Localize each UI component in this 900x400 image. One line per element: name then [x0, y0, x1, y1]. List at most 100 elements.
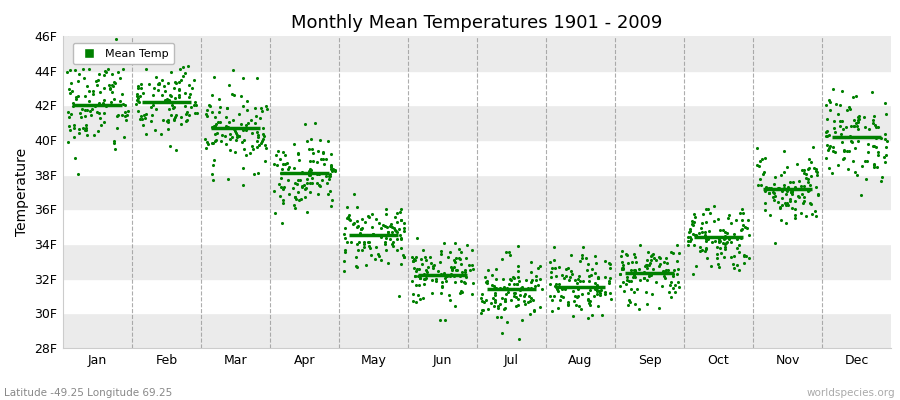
Point	[823, 106, 837, 113]
Point	[809, 166, 824, 172]
Point	[801, 178, 815, 185]
Point	[791, 193, 806, 199]
Point	[300, 138, 314, 144]
Point	[564, 252, 579, 258]
Point	[305, 150, 320, 156]
Point	[615, 266, 629, 272]
Point	[237, 146, 251, 152]
Point	[850, 125, 865, 132]
Point	[227, 92, 241, 98]
Point	[305, 174, 320, 181]
Point	[548, 284, 562, 290]
Point	[698, 238, 713, 244]
Point	[118, 102, 132, 108]
Point	[827, 125, 842, 132]
Point	[291, 177, 305, 183]
Point	[258, 145, 273, 151]
Point	[71, 78, 86, 84]
Point	[322, 172, 337, 179]
Point	[277, 184, 292, 190]
Point	[306, 158, 320, 164]
Point	[121, 108, 135, 114]
Point	[495, 295, 509, 302]
Point	[569, 301, 583, 308]
Point	[131, 83, 146, 90]
Point	[732, 242, 746, 249]
Point	[707, 238, 722, 245]
Point	[64, 80, 78, 86]
Point	[390, 229, 404, 236]
Point	[230, 136, 244, 143]
Point	[808, 167, 823, 174]
Point	[394, 244, 409, 251]
Point	[784, 188, 798, 195]
Point	[65, 88, 79, 94]
Point	[76, 125, 91, 132]
Point	[86, 88, 100, 94]
Point	[670, 279, 685, 285]
Point	[94, 122, 109, 128]
Point	[840, 106, 854, 113]
Point	[561, 265, 575, 272]
Point	[249, 128, 264, 135]
Point	[686, 271, 700, 278]
Point	[208, 131, 222, 138]
Point	[843, 138, 858, 144]
Point	[109, 36, 123, 42]
Point	[281, 166, 295, 172]
Point	[475, 290, 490, 297]
Point	[389, 228, 403, 234]
Point	[516, 285, 530, 292]
Point	[211, 119, 225, 125]
Point	[466, 266, 481, 272]
Point	[422, 254, 436, 260]
Point	[529, 277, 544, 283]
Point	[696, 211, 710, 218]
Point	[521, 284, 535, 291]
Point	[323, 163, 338, 170]
Point	[239, 107, 254, 113]
Point	[116, 66, 130, 72]
Point	[589, 260, 603, 266]
Point	[206, 156, 220, 163]
Point	[445, 264, 459, 271]
Point	[396, 252, 410, 258]
Point	[250, 75, 265, 82]
Point	[92, 110, 106, 116]
Point	[750, 145, 764, 152]
Point	[717, 243, 732, 250]
Point	[627, 273, 642, 280]
Point	[644, 260, 658, 266]
Point	[410, 234, 424, 241]
Point	[794, 210, 808, 216]
Point	[362, 214, 376, 220]
Point	[96, 100, 111, 106]
Point	[355, 225, 369, 231]
Point	[683, 238, 698, 244]
Point	[447, 279, 462, 286]
Point	[642, 271, 656, 277]
Point	[716, 226, 730, 233]
Point	[419, 269, 434, 275]
Point	[544, 265, 559, 272]
Point	[663, 282, 678, 288]
Point	[666, 273, 680, 280]
Point	[452, 255, 466, 262]
Point	[83, 108, 97, 114]
Point	[671, 266, 686, 272]
Point	[763, 185, 778, 192]
Point	[410, 282, 424, 288]
Point	[868, 144, 883, 150]
Point	[440, 254, 454, 260]
Point	[381, 259, 395, 266]
Point	[72, 110, 86, 116]
Point	[500, 285, 514, 291]
Point	[685, 220, 699, 227]
Point	[574, 306, 589, 313]
Point	[507, 281, 521, 287]
Point	[161, 126, 176, 132]
Point	[488, 285, 502, 291]
Point	[737, 252, 751, 258]
Point	[478, 274, 492, 280]
Point	[446, 264, 461, 271]
